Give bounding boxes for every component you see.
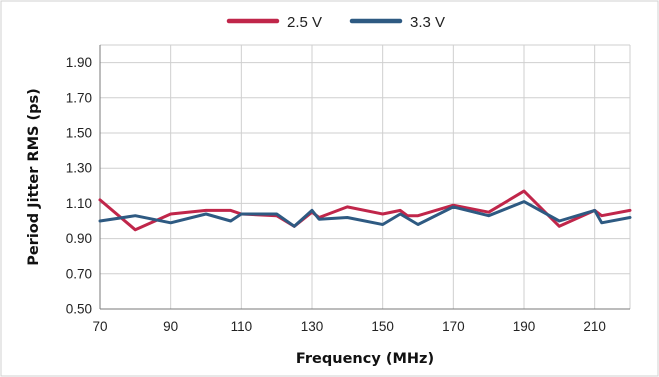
x-tick-label: 90	[163, 319, 178, 334]
y-tick-label: 1.10	[66, 196, 92, 211]
y-tick-label: 0.50	[66, 302, 92, 317]
series-lines	[98, 189, 632, 232]
x-tick-label: 110	[231, 319, 253, 334]
legend-label-1: 2.5 V	[287, 14, 322, 31]
x-tick-label: 170	[442, 319, 465, 334]
legend-label-2: 3.3 V	[410, 14, 445, 31]
y-tick-label: 0.90	[66, 231, 92, 246]
legend: 2.5 V 3.3 V	[226, 14, 445, 31]
x-tick-label: 150	[371, 319, 394, 334]
y-tick-label: 1.90	[66, 55, 92, 70]
x-tick-label: 210	[583, 319, 606, 334]
series-line-1	[98, 189, 632, 232]
y-tick-label: 1.50	[66, 126, 92, 141]
x-tick-label: 70	[92, 319, 107, 334]
y-tick-label: 0.70	[66, 266, 92, 281]
x-axis-title: Frequency (MHz)	[296, 351, 434, 367]
y-axis-title: Period Jitter RMS (ps)	[26, 88, 42, 266]
x-tick-label: 130	[301, 319, 324, 334]
y-tick-label: 1.70	[66, 90, 92, 105]
axes: 0.50 0.70 0.90 1.10 1.30 1.50 1.70 1.90 70 90 110 1…	[66, 45, 630, 334]
y-tick-label: 1.30	[66, 161, 92, 176]
x-tick-label: 190	[513, 319, 536, 334]
series-line-2	[98, 200, 632, 228]
